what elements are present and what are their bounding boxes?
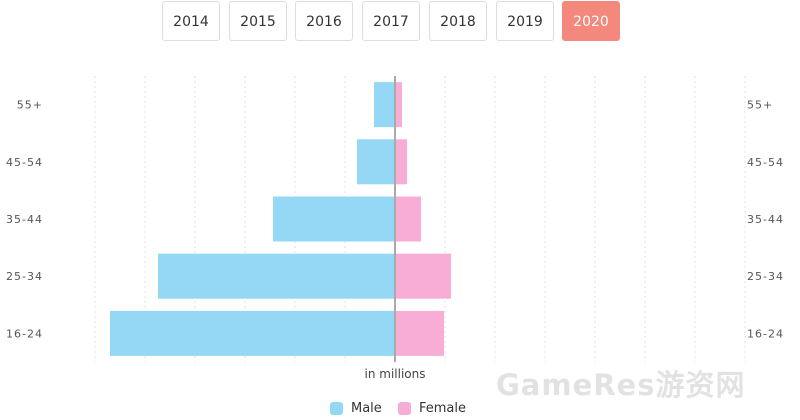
bar-male-35-44[interactable] [273,196,395,242]
y-tick-label-left: 25-34 [6,270,43,283]
y-tick-label-right: 35-44 [747,213,784,226]
bar-female-35-44[interactable] [395,196,421,242]
bar-female-25-34[interactable] [395,253,451,299]
legend-label-female: Female [419,400,467,416]
year-tab-2016[interactable]: 2016 [295,1,353,41]
watermark: GameRes游资网 [496,368,746,402]
year-tab-2019[interactable]: 2019 [496,1,554,41]
y-tick-label-right: 25-34 [747,270,784,283]
population-pyramid-chart: 55+ 55+ 45-54 45-54 35-44 35-44 25-34 25-34 16-2… [6,76,784,381]
bar-male-55+[interactable] [374,82,395,128]
legend-item-male[interactable]: Male [330,398,382,418]
y-tick-label-left: 35-44 [6,213,43,226]
y-tick-label-left: 45-54 [6,156,43,169]
y-tick-label-left: 16-24 [6,327,43,340]
bars [110,82,451,356]
legend-label-male: Male [351,400,382,416]
year-selector: 2014 2015 2016 2017 2018 2019 2020 [0,1,800,43]
bar-male-16-24[interactable] [110,310,395,356]
year-tab-2014[interactable]: 2014 [162,1,220,41]
y-tick-label-left: 55+ [17,99,43,112]
y-tick-label-right: 55+ [747,99,773,112]
y-tick-label-right: 16-24 [747,327,784,340]
legend-swatch-male [330,401,343,415]
legend-swatch-female [398,401,411,415]
tick-labels: 55+ 55+ 45-54 45-54 35-44 35-44 25-34 25-34 16-2… [6,99,784,341]
bar-female-55+[interactable] [395,82,402,128]
legend: Male Female [0,398,800,418]
bar-male-25-34[interactable] [158,253,395,299]
y-tick-label-right: 45-54 [747,156,784,169]
bar-female-45-54[interactable] [395,139,407,185]
year-tab-2015[interactable]: 2015 [229,1,287,41]
bar-male-45-54[interactable] [357,139,395,185]
x-axis-unit-label: in millions [365,367,426,381]
legend-item-female[interactable]: Female [398,398,466,418]
bar-female-16-24[interactable] [395,310,444,356]
year-tab-2017[interactable]: 2017 [362,1,420,41]
year-tab-2020[interactable]: 2020 [562,1,620,41]
year-tab-2018[interactable]: 2018 [429,1,487,41]
